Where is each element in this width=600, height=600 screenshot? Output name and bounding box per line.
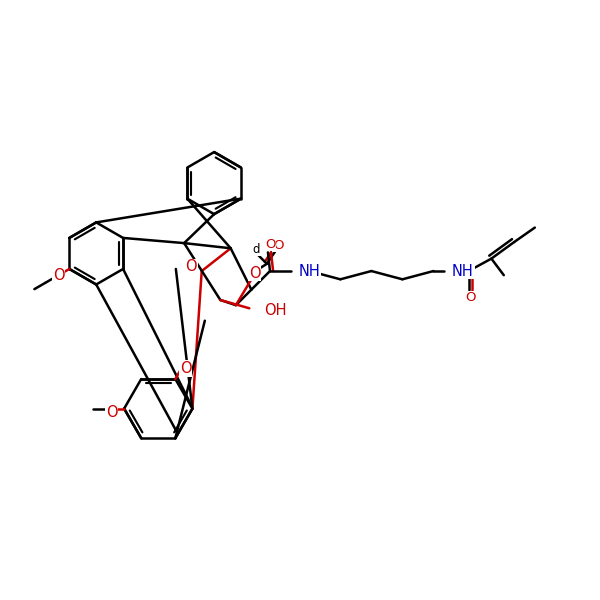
Text: O: O	[248, 266, 260, 281]
Text: O: O	[180, 361, 191, 376]
Text: O: O	[53, 268, 64, 283]
Text: NH: NH	[452, 263, 474, 278]
Text: O: O	[466, 292, 476, 304]
Text: NH: NH	[299, 263, 321, 278]
Text: OH: OH	[264, 303, 286, 318]
Text: O: O	[185, 259, 197, 274]
Text: O: O	[106, 405, 118, 420]
Text: d: d	[253, 243, 260, 256]
Text: O: O	[273, 239, 284, 251]
Text: O: O	[265, 238, 275, 251]
